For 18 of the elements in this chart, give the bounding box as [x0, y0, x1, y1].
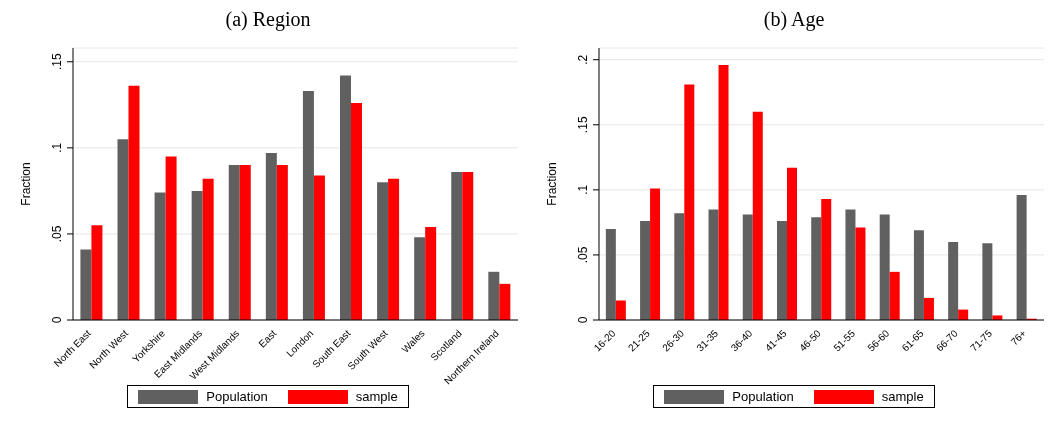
y-axis-title: Fraction: [19, 162, 34, 206]
y-tick-label: .15: [50, 53, 64, 71]
y-axis-title: Fraction: [545, 162, 560, 206]
x-tick-label: 76+: [1008, 327, 1029, 348]
chart-title: (a) Region: [224, 8, 312, 33]
legend-label: sample: [881, 389, 924, 404]
legend-label: Population: [732, 389, 794, 404]
y-tick-label: 0: [50, 316, 64, 324]
y-tick-label: .05: [50, 225, 64, 243]
legend-label: Population: [206, 389, 268, 404]
legend-label: sample: [355, 389, 398, 404]
y-tick-label: .15: [576, 116, 590, 134]
y-tick-label: .05: [576, 246, 590, 264]
y-tick-label: .1: [50, 142, 64, 153]
y-tick-label: .2: [576, 54, 590, 65]
y-tick-label: 0: [576, 316, 590, 324]
chart-title: (b) Age: [762, 8, 826, 33]
y-tick-label: .1: [576, 184, 590, 195]
